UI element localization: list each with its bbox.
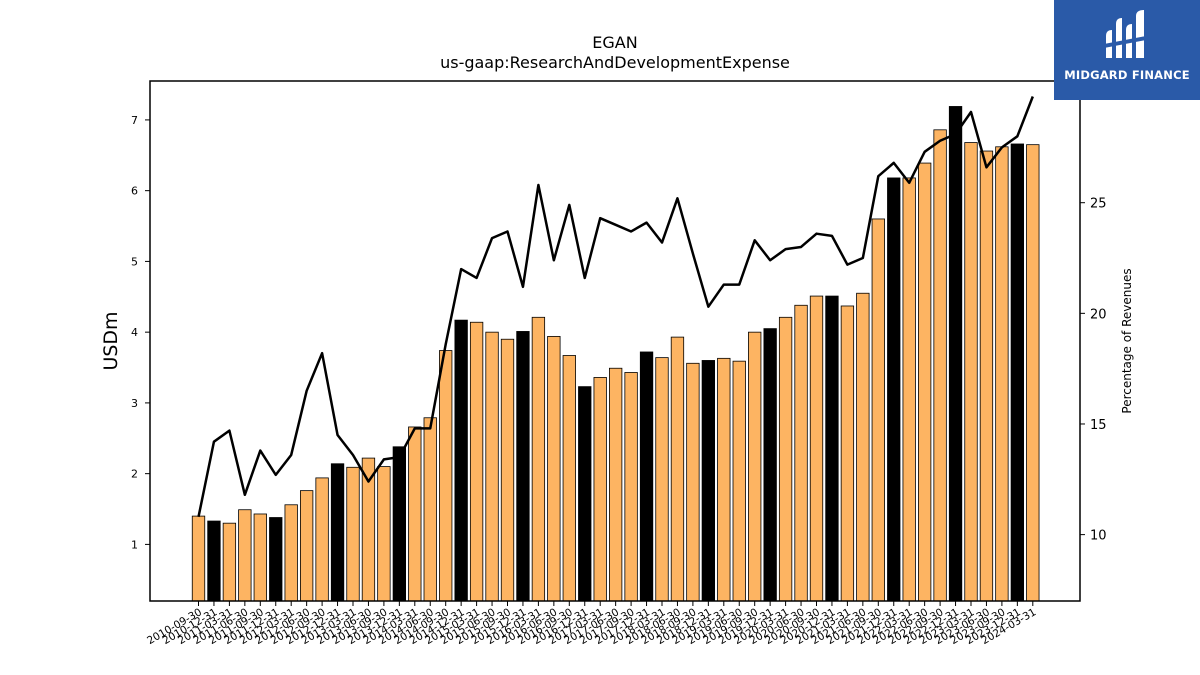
bar <box>578 386 592 602</box>
bar <box>346 466 360 602</box>
bar <box>639 351 654 602</box>
bar <box>871 218 885 602</box>
bar <box>222 522 237 602</box>
logo-text: MIDGARD FINANCE <box>1064 68 1190 82</box>
bar <box>809 295 824 602</box>
bar <box>238 509 252 602</box>
bar <box>732 360 746 602</box>
bar <box>269 517 283 602</box>
y-tick-label: 4 <box>131 326 138 339</box>
bar <box>670 336 685 602</box>
bar <box>516 331 530 602</box>
bar <box>763 328 777 602</box>
bar <box>902 177 916 602</box>
y2-tick-label: 10 <box>1090 529 1107 544</box>
bar <box>593 377 607 602</box>
y2-tick-label: 25 <box>1090 197 1107 212</box>
series-line <box>197 96 1034 518</box>
y-tick-label: 3 <box>131 397 138 410</box>
bar <box>454 319 468 602</box>
y-axis-label: USDm <box>100 311 122 370</box>
bar <box>392 446 407 602</box>
bar <box>377 466 391 602</box>
bar <box>686 362 700 602</box>
y2-tick-label: 15 <box>1090 418 1107 433</box>
bar <box>191 515 206 602</box>
bar <box>856 292 870 602</box>
bar <box>918 162 932 602</box>
bar <box>330 463 345 602</box>
bar <box>439 350 453 602</box>
bar <box>1026 144 1040 602</box>
bar <box>778 316 793 602</box>
bar <box>609 367 623 602</box>
y2-tick-label: 20 <box>1090 307 1107 322</box>
bar <box>284 504 298 602</box>
line-layer <box>197 96 1034 518</box>
bar <box>825 295 839 602</box>
logo-mark-icon <box>1104 10 1146 58</box>
bar <box>979 150 994 602</box>
y-tick-label: 1 <box>131 538 138 551</box>
y-tick-label: 7 <box>131 114 138 127</box>
bar <box>469 321 484 602</box>
bar <box>840 305 855 602</box>
bar <box>485 331 499 602</box>
bar <box>701 360 715 602</box>
bar <box>624 372 638 602</box>
bar <box>408 426 422 602</box>
plot-frame <box>149 80 1081 602</box>
bar <box>794 304 808 602</box>
bar <box>500 338 515 602</box>
bar <box>299 490 314 602</box>
bar <box>748 331 762 602</box>
bar <box>531 316 546 602</box>
x-axis: 2010-09-302010-12-312011-03-312011-06-30… <box>145 601 1038 647</box>
bar <box>547 335 561 602</box>
brand-logo: MIDGARD FINANCE <box>1054 0 1200 100</box>
bar <box>562 355 576 602</box>
bar <box>655 357 669 602</box>
bar <box>995 146 1009 602</box>
chart-title: EGAN <box>592 33 637 52</box>
bar <box>933 129 947 602</box>
bar <box>423 417 437 602</box>
y-tick-label: 2 <box>131 468 138 481</box>
y-tick-label: 6 <box>131 185 138 198</box>
bar <box>253 513 267 602</box>
bar <box>717 357 731 602</box>
y-axis: 1 2 3 4 5 6 7 <box>131 114 150 551</box>
bar <box>948 106 963 602</box>
y2-axis: 10 15 20 25 <box>1080 197 1107 544</box>
chart-subtitle: us-gaap:ResearchAndDevelopmentExpense <box>440 53 790 72</box>
y2-axis-label: Percentage of Revenues <box>1120 268 1134 413</box>
bar <box>315 477 329 602</box>
bar <box>887 177 901 602</box>
bar <box>964 142 978 602</box>
y-tick-label: 5 <box>131 255 138 268</box>
bar <box>207 520 221 602</box>
bar <box>1010 143 1024 602</box>
bars-layer <box>191 106 1040 602</box>
